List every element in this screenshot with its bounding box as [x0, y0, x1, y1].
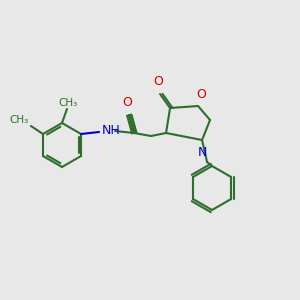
Text: O: O — [153, 75, 163, 88]
Text: NH: NH — [102, 124, 121, 137]
Text: O: O — [196, 88, 206, 101]
Text: O: O — [122, 96, 132, 109]
Text: CH₃: CH₃ — [58, 98, 78, 108]
Text: CH₃: CH₃ — [10, 115, 29, 125]
Text: N: N — [197, 146, 207, 159]
